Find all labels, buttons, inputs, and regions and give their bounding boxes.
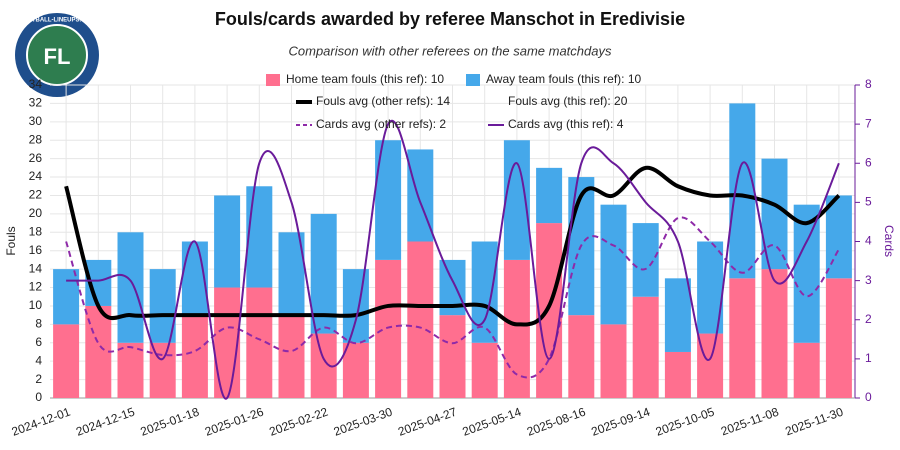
bar	[825, 278, 852, 398]
y2-tick-label: 7	[865, 116, 872, 130]
legend-label: Fouls avg (other refs): 14	[316, 94, 450, 108]
y2-axis-label: Cards	[882, 225, 896, 257]
y-tick-label: 12	[29, 280, 43, 294]
y-tick-label: 32	[29, 96, 43, 110]
y-tick-label: 28	[29, 132, 43, 146]
y2-tick-label: 0	[865, 390, 872, 404]
y-tick-label: 30	[29, 114, 43, 128]
chart-title: Fouls/cards awarded by referee Manschot …	[215, 9, 685, 29]
bar	[536, 167, 563, 224]
bar	[471, 342, 498, 398]
bar	[729, 278, 756, 398]
line	[64, 165, 841, 327]
legend-label: Home team fouls (this ref): 10	[286, 72, 444, 86]
y-tick-label: 20	[29, 206, 43, 220]
y-axis-label: Fouls	[4, 226, 18, 255]
bar	[117, 232, 144, 343]
bar	[729, 103, 756, 279]
bar	[632, 223, 659, 297]
y2-tick-label: 4	[865, 234, 872, 248]
legend-label: Fouls avg (this ref): 20	[508, 94, 628, 108]
legend-swatch	[466, 74, 480, 86]
bar	[407, 241, 434, 398]
bar	[793, 342, 820, 398]
legend-label: Cards avg (other refs): 2	[316, 117, 446, 131]
y-tick-label: 18	[29, 224, 43, 238]
y2-tick-label: 3	[865, 273, 872, 287]
y-tick-label: 14	[29, 261, 43, 275]
y-tick-label: 16	[29, 243, 43, 257]
bar	[664, 351, 691, 398]
bar	[53, 324, 80, 398]
line	[65, 216, 840, 379]
bar	[664, 278, 691, 352]
legend-swatch	[266, 74, 280, 86]
line	[66, 120, 840, 400]
bar	[471, 241, 498, 343]
bar	[53, 269, 80, 325]
y2-tick-label: 6	[865, 155, 872, 169]
bar	[214, 287, 241, 398]
bar	[375, 259, 402, 398]
logo-mark: FL	[44, 44, 71, 69]
bar	[761, 269, 788, 398]
y-tick-label: 34	[29, 77, 43, 91]
bar	[278, 315, 305, 398]
y-tick-label: 2	[35, 372, 42, 386]
chart-subtitle: Comparison with other referees on the sa…	[289, 43, 612, 58]
bar	[342, 342, 369, 398]
bar	[632, 296, 659, 398]
y-tick-label: 26	[29, 151, 43, 165]
y-tick-label: 10	[29, 298, 43, 312]
bar	[342, 269, 369, 343]
y-tick-label: 4	[35, 353, 42, 367]
y-tick-label: 24	[29, 169, 43, 183]
y2-tick-label: 1	[865, 351, 872, 365]
bar	[181, 315, 208, 398]
bar	[600, 324, 627, 398]
logo-text: FOOTBALL-LINEUPS.COM	[19, 18, 95, 24]
bar	[600, 204, 627, 325]
y-tick-label: 8	[35, 317, 42, 331]
legend-label: Cards avg (this ref): 4	[508, 117, 624, 131]
y2-tick-label: 8	[865, 77, 872, 91]
y-tick-label: 0	[35, 390, 42, 404]
bar	[439, 315, 466, 398]
bar	[117, 342, 144, 398]
logo: FL FOOTBALL-LINEUPS.COM	[15, 13, 99, 97]
bar	[825, 195, 852, 279]
bar	[536, 223, 563, 398]
y2-tick-label: 2	[865, 312, 872, 326]
bar	[793, 204, 820, 343]
legend-label: Away team fouls (this ref): 10	[486, 72, 642, 86]
y2-tick-label: 5	[865, 195, 872, 209]
y-tick-label: 22	[29, 188, 43, 202]
bar	[568, 315, 595, 398]
y-tick-label: 6	[35, 335, 42, 349]
bar	[214, 195, 241, 288]
bar	[246, 186, 273, 288]
